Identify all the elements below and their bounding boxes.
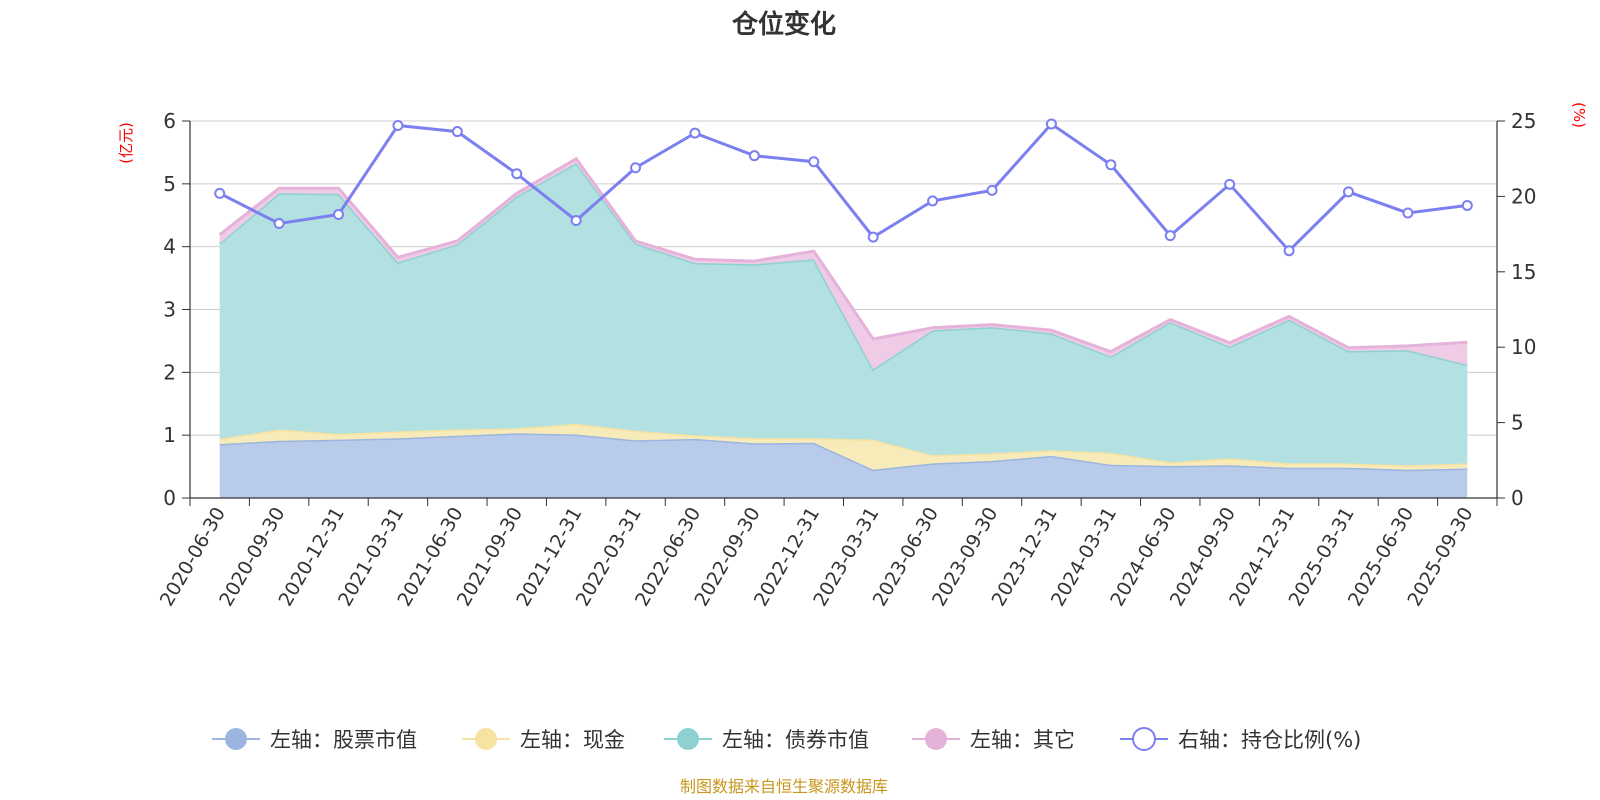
source-note: 制图数据来自恒生聚源数据库 <box>680 777 888 796</box>
right-tick-label: 20 <box>1511 184 1536 208</box>
legend-item-1[interactable]: 左轴：股票市值 <box>212 728 417 752</box>
legend-label: 左轴：股票市值 <box>270 728 417 752</box>
holding-ratio-point <box>1105 159 1117 171</box>
legend-item-4[interactable]: 左轴：其它 <box>912 728 1075 752</box>
left-tick-label: 0 <box>163 486 176 510</box>
left-tick-label: 1 <box>163 423 176 447</box>
legend-marker <box>225 728 247 750</box>
holding-ratio-point <box>333 208 345 220</box>
holding-ratio-point <box>1461 199 1473 211</box>
legend-label: 左轴：其它 <box>970 728 1075 752</box>
chart-title: 仓位变化 <box>731 9 836 40</box>
left-tick-label: 3 <box>163 298 176 322</box>
left-tick-label: 2 <box>163 360 176 384</box>
right-axis-unit: (%) <box>1570 102 1588 128</box>
left-axis-unit: (亿元) <box>117 122 135 164</box>
holding-ratio-point <box>214 187 226 199</box>
left-tick-label: 5 <box>163 172 176 196</box>
left-tick-label: 4 <box>163 235 176 259</box>
holding-ratio-point <box>689 127 701 139</box>
legend[interactable]: 左轴：股票市值 左轴：现金 左轴：债券市值 左轴：其它 右轴：持仓比例(%) <box>212 727 1361 752</box>
legend-marker <box>677 728 699 750</box>
holding-ratio-point <box>986 184 998 196</box>
right-tick-label: 0 <box>1511 486 1524 510</box>
area-series-1 <box>219 433 1468 498</box>
holding-ratio-point <box>1342 186 1354 198</box>
holding-ratio-path <box>219 122 1468 253</box>
legend-marker <box>1132 727 1156 751</box>
legend-item-3[interactable]: 左轴：债券市值 <box>664 728 869 752</box>
right-tick-label: 10 <box>1511 335 1536 359</box>
area-series-2 <box>219 423 1468 470</box>
holding-ratio-point <box>808 156 820 168</box>
stacked-areas <box>218 156 1468 498</box>
holding-ratio-point <box>511 168 523 180</box>
holding-ratio-point <box>1164 230 1176 242</box>
holding-ratio-point <box>392 120 404 132</box>
right-tick-label: 15 <box>1511 260 1536 284</box>
holding-ratio-point <box>867 231 879 243</box>
holding-ratio-point <box>451 126 463 138</box>
right-tick-label: 25 <box>1511 109 1536 133</box>
holding-ratio-point <box>1402 207 1414 219</box>
area-edge-series-4 <box>218 156 1468 354</box>
holding-ratio-point <box>273 218 285 230</box>
holding-ratio-point <box>630 162 642 174</box>
legend-label: 左轴：现金 <box>520 728 625 752</box>
holding-ratio-point <box>570 215 582 227</box>
legend-item-5[interactable]: 右轴：持仓比例(%) <box>1120 727 1361 752</box>
right-tick-label: 5 <box>1511 411 1524 435</box>
holding-ratio-point <box>1283 245 1295 257</box>
holding-ratio-point <box>1045 118 1057 130</box>
left-tick-label: 6 <box>163 109 176 133</box>
legend-label: 右轴：持仓比例(%) <box>1178 728 1361 752</box>
holding-ratio-point <box>927 195 939 207</box>
area-series-3 <box>219 163 1468 466</box>
legend-label: 左轴：债券市值 <box>722 728 869 752</box>
holding-ratio-point <box>748 150 760 162</box>
holding-ratio-point <box>1224 178 1236 190</box>
holding-ratio-line <box>214 118 1473 257</box>
legend-item-2[interactable]: 左轴：现金 <box>462 728 625 752</box>
legend-marker <box>475 728 497 750</box>
legend-marker <box>925 728 947 750</box>
